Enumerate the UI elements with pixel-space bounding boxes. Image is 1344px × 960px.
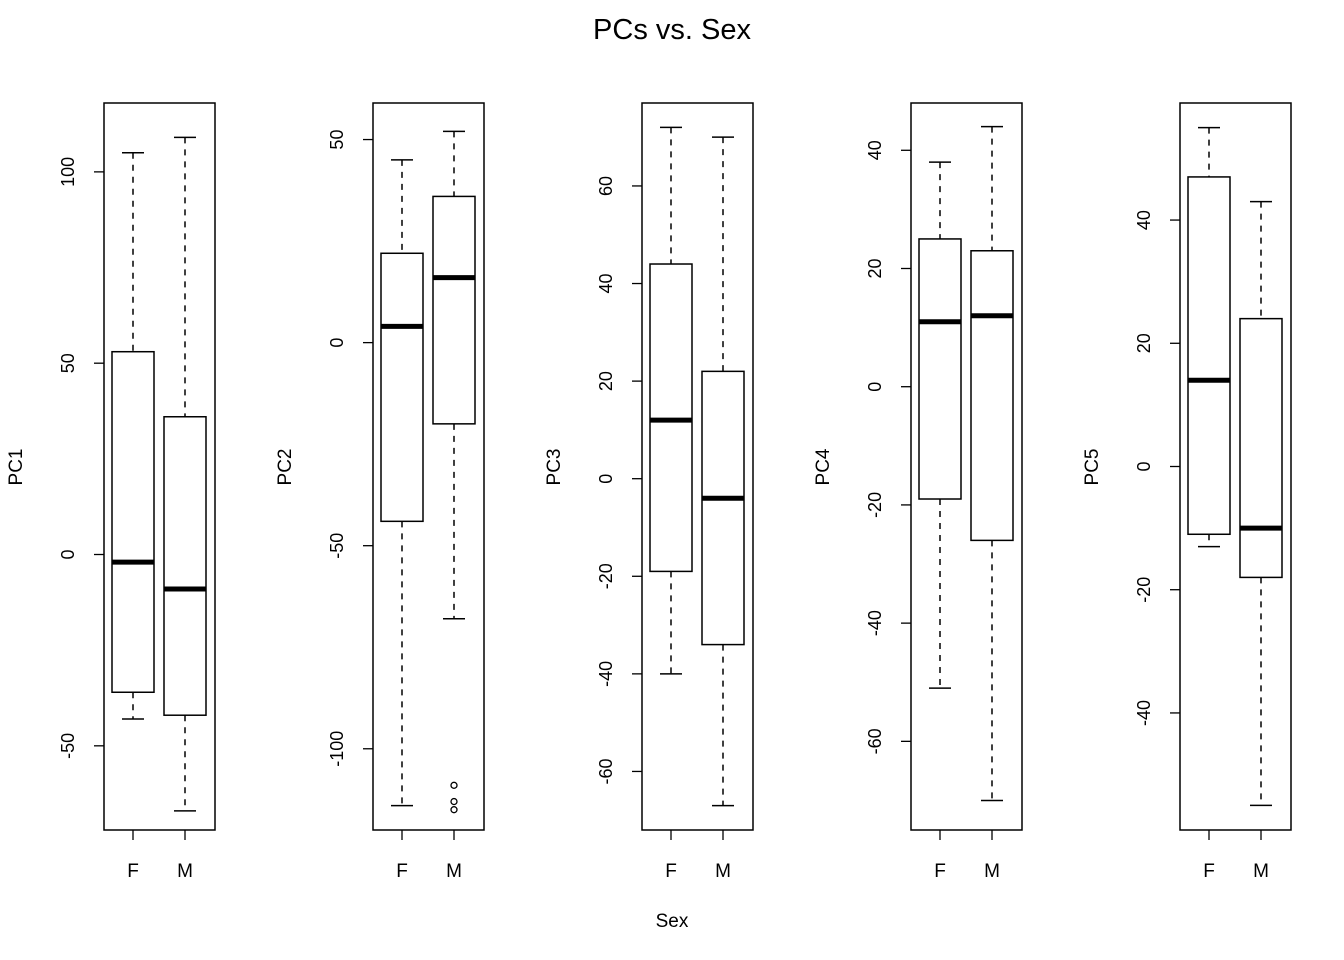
- panel-4-x-tick-label-m: M: [984, 861, 1000, 882]
- panel-1-y-tick-label: -50: [58, 733, 78, 759]
- panel-3-y-tick-label: -20: [596, 563, 616, 589]
- panel-4-plot-frame: [910, 102, 1023, 831]
- panel-3-y-tick-label: -40: [596, 661, 616, 687]
- panel-3-y-axis-label: PC3: [544, 449, 565, 486]
- panel-4-box-f: [918, 238, 962, 500]
- panel-4-y-tick-label: -40: [865, 610, 885, 636]
- chart-title: PCs vs. Sex: [593, 14, 751, 46]
- panel-5-x-tick-label-f: F: [1203, 861, 1215, 882]
- panel-1-y-tick-label: 50: [58, 353, 78, 373]
- panel-3-x-tick-label-m: M: [715, 861, 731, 882]
- panel-1-plot-frame: [103, 102, 216, 831]
- panel-4-y-tick-label: -20: [865, 492, 885, 518]
- panel-2-y-axis-label: PC2: [275, 449, 296, 486]
- panel-1-y-tick-label: 100: [58, 157, 78, 187]
- panel-5-y-tick-label: -20: [1134, 577, 1154, 603]
- panel-2-box-f: [380, 252, 424, 523]
- panel-4-y-axis-label: PC4: [813, 448, 834, 485]
- panel-2-outlier-point-m: [450, 797, 458, 806]
- panel-5-y-axis-label: PC5: [1082, 449, 1103, 486]
- panel-1-x-tick-label-f: F: [127, 861, 139, 882]
- panel-3-plot-frame: [641, 102, 754, 831]
- panel-4-y-tick-label: 20: [865, 258, 885, 278]
- panel-2-y-tick-label: 0: [327, 338, 347, 348]
- panel-3-box-m: [701, 370, 745, 646]
- panel-2-y-tick-label: -100: [327, 731, 347, 767]
- panel-4-box-m: [970, 250, 1014, 542]
- panel-2-y-tick-label: -50: [327, 533, 347, 559]
- panel-3-y-tick-label: 0: [596, 474, 616, 484]
- panel-2-y-tick-label: 50: [327, 130, 347, 150]
- panel-2-box-m: [432, 195, 476, 425]
- panel-3-y-tick-label: -60: [596, 758, 616, 784]
- panel-5-box-f: [1187, 176, 1231, 536]
- panel-5-x-tick-label-m: M: [1253, 861, 1269, 882]
- panel-2-x-tick-label-f: F: [396, 861, 408, 882]
- panel-3-y-tick-label: 40: [596, 274, 616, 294]
- panel-1-x-tick-label-m: M: [177, 861, 193, 882]
- panel-5-y-tick-label: 40: [1134, 210, 1154, 230]
- panel-2-x-tick-label-m: M: [446, 861, 462, 882]
- x-axis-label: Sex: [655, 911, 689, 932]
- panel-5-box-m: [1239, 317, 1283, 579]
- panel-1-y-tick-label: 0: [58, 549, 78, 559]
- panel-2-plot-frame: [372, 102, 485, 831]
- panel-3-y-tick-label: 60: [596, 176, 616, 196]
- panel-5-y-tick-label: -40: [1134, 700, 1154, 726]
- panel-5-y-tick-label: 20: [1134, 333, 1154, 353]
- panel-4-y-tick-label: 40: [865, 140, 885, 160]
- panel-4-y-tick-label: -60: [865, 728, 885, 754]
- panel-1-box-m: [163, 416, 207, 716]
- panel-2-outlier-point-m: [450, 781, 458, 789]
- panel-5-y-tick-label: 0: [1134, 461, 1154, 471]
- panel-4-x-tick-label-f: F: [934, 861, 946, 882]
- panel-4-y-tick-label: 0: [865, 382, 885, 392]
- panel-1-y-axis-label: PC1: [6, 449, 27, 486]
- panel-3-x-tick-label-f: F: [665, 861, 677, 882]
- panel-1-box-f: [111, 350, 155, 694]
- panel-3-y-tick-label: 20: [596, 371, 616, 391]
- panel-2-outlier-point-m: [450, 806, 458, 814]
